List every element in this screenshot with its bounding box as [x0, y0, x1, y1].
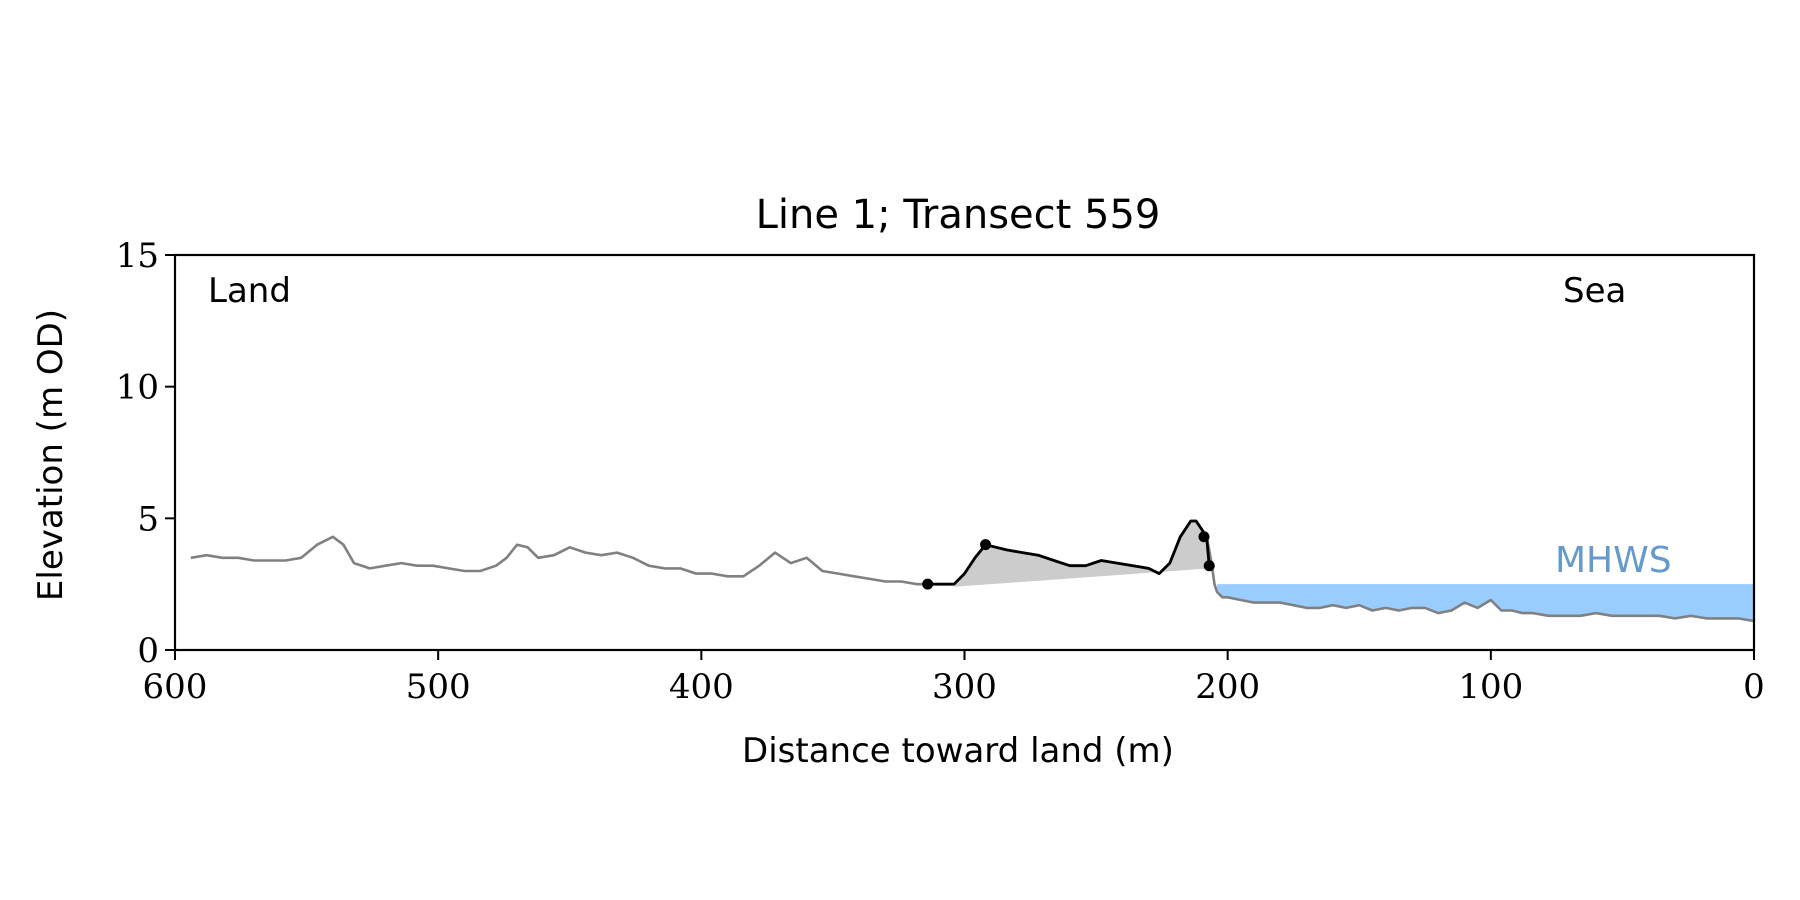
- x-tick-label: 200: [1195, 667, 1260, 707]
- x-tick-label: 500: [406, 667, 471, 707]
- x-tick-label: 600: [143, 667, 208, 707]
- y-tick-label: 5: [137, 499, 159, 539]
- y-axis-label: Elevation (m OD): [31, 309, 71, 601]
- y-tick-label: 15: [116, 236, 159, 276]
- sea-annotation: Sea: [1563, 271, 1626, 311]
- y-tick-label: 0: [137, 631, 159, 671]
- dune-shaded-region: [953, 520, 1210, 587]
- mhws-annotation: MHWS: [1555, 540, 1672, 581]
- y-axis-ticks: 0 5 10 15: [116, 236, 175, 671]
- x-tick-label: 300: [932, 667, 997, 707]
- x-axis-ticks: 600 500 400 300 200 100 0: [143, 650, 1765, 707]
- x-tick-label: 100: [1458, 667, 1523, 707]
- chart-title: Line 1; Transect 559: [756, 192, 1161, 238]
- x-tick-label: 400: [669, 667, 734, 707]
- dune-marker-point: [1203, 560, 1215, 572]
- dune-marker-points: [922, 531, 1215, 590]
- dune-line: [927, 519, 1211, 586]
- land-annotation: Land: [208, 271, 291, 311]
- dune-marker-point: [1198, 531, 1210, 543]
- dune-marker-point: [980, 539, 992, 551]
- x-axis-label: Distance toward land (m): [742, 731, 1174, 771]
- x-tick-label: 0: [1743, 667, 1765, 707]
- dune-marker-point: [922, 578, 934, 590]
- y-tick-label: 10: [116, 368, 159, 408]
- plot-area: [190, 519, 1755, 623]
